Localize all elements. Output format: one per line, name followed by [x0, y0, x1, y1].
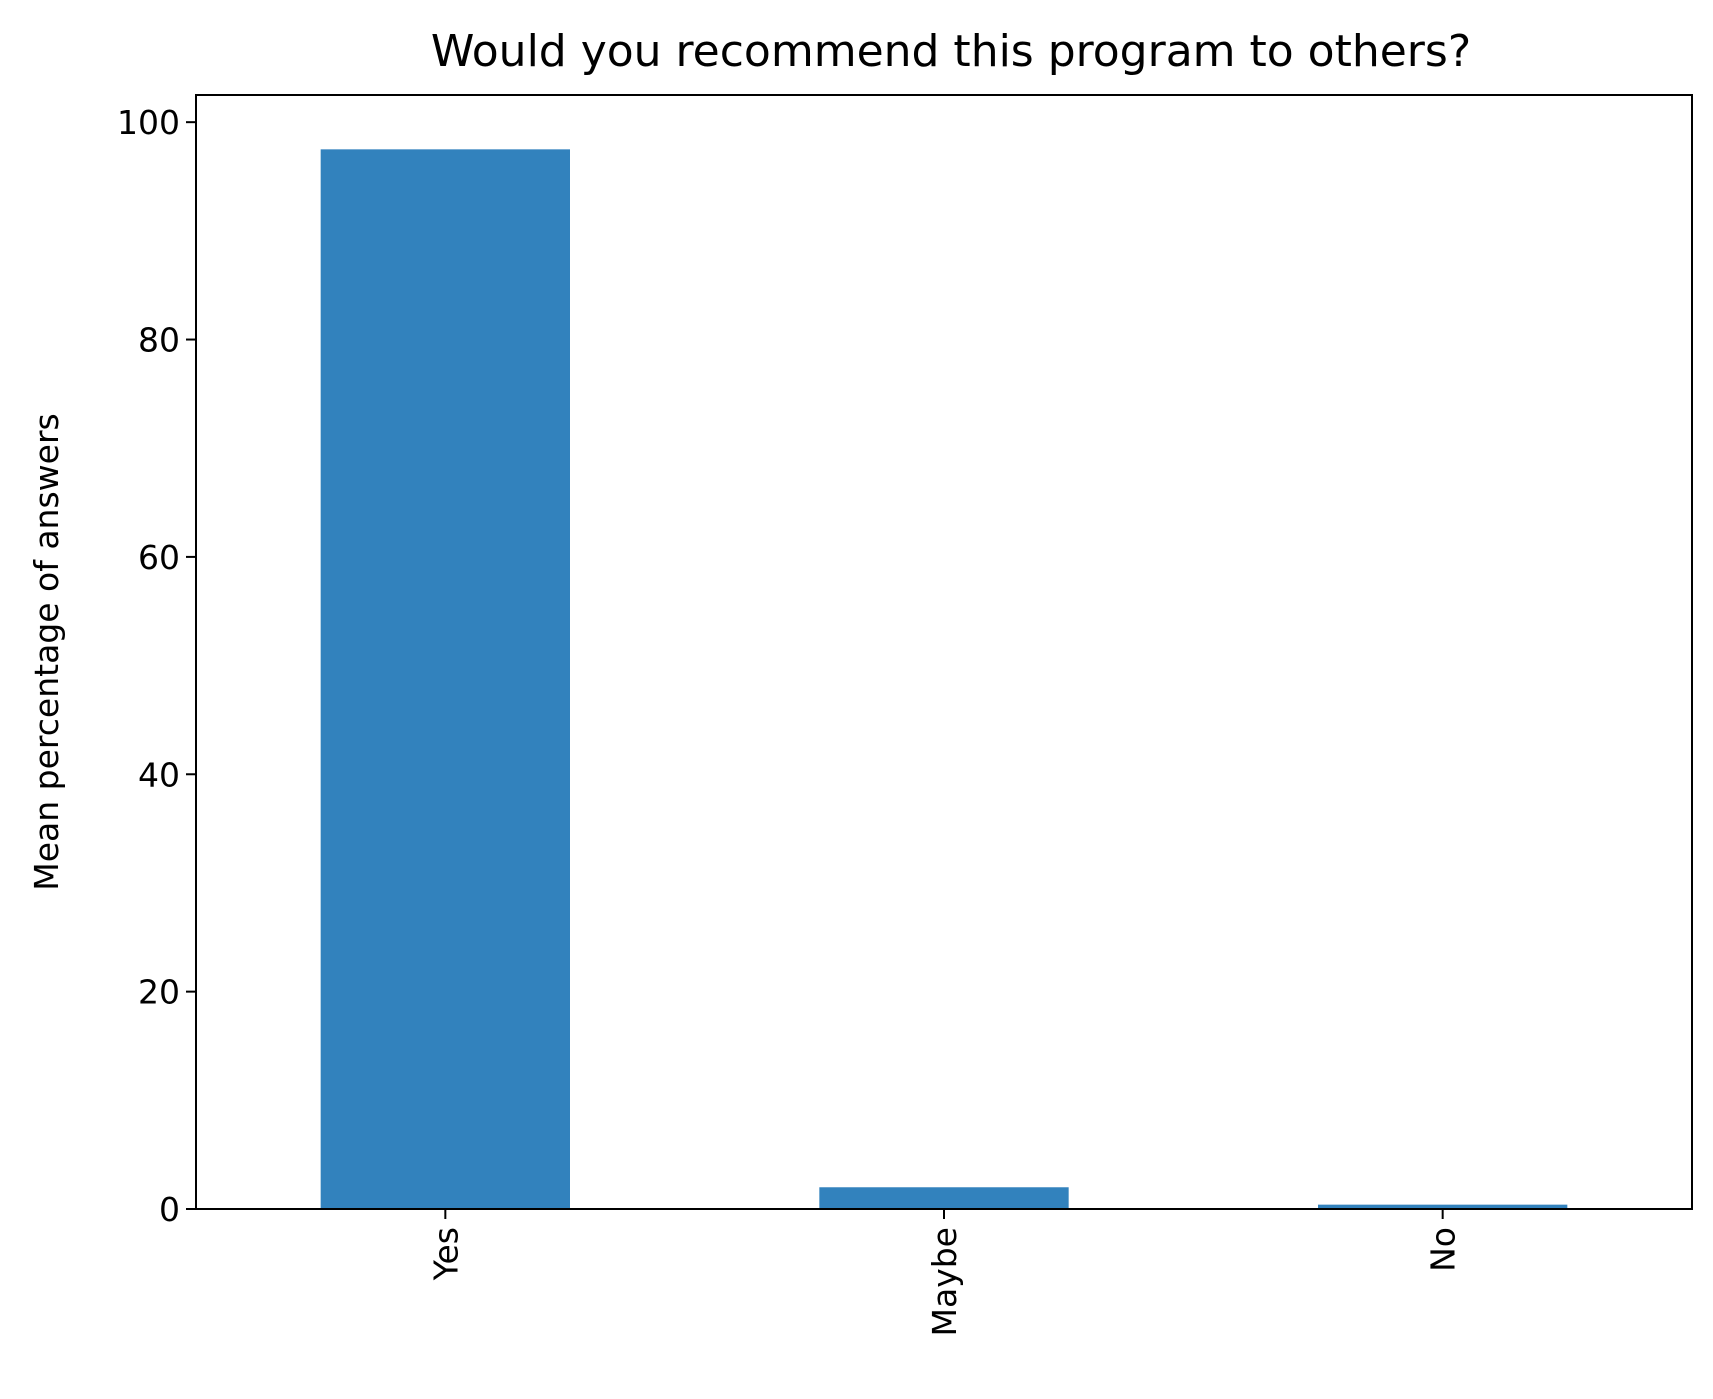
bar-maybe — [819, 1187, 1069, 1209]
chart-title: Would you recommend this program to othe… — [431, 26, 1471, 77]
y-axis-label: Mean percentage of answers — [27, 413, 66, 890]
x-tick-label: Yes — [426, 1227, 465, 1281]
y-tick-label: 20 — [138, 973, 180, 1012]
x-tick-label: Maybe — [925, 1227, 964, 1336]
y-tick-label: 80 — [138, 321, 180, 360]
y-axis: 0 20 40 60 80 100 — [117, 103, 196, 1229]
y-tick-label: 40 — [138, 755, 180, 794]
y-tick-label: 100 — [117, 103, 180, 142]
bar-yes — [320, 149, 570, 1210]
bar-no — [1318, 1204, 1568, 1209]
x-tick-label: No — [1424, 1227, 1463, 1272]
bars-group — [320, 149, 1568, 1210]
y-tick-label: 0 — [159, 1190, 180, 1229]
x-axis: Yes Maybe No — [426, 1209, 1463, 1336]
plot-frame — [195, 94, 1693, 1210]
y-tick-label: 60 — [138, 538, 180, 577]
